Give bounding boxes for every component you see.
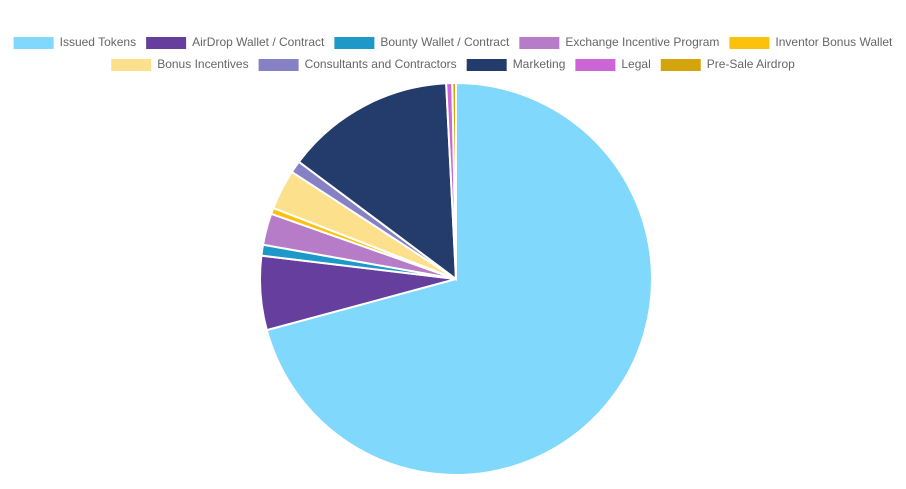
legend-swatch [334, 37, 375, 49]
legend-swatch [466, 59, 507, 71]
legend-item[interactable]: Bounty Wallet / Contract [334, 35, 510, 49]
pie-slice [297, 82, 458, 282]
legend-swatch [660, 59, 701, 71]
legend-swatch [575, 59, 616, 71]
legend-item[interactable]: Consultants and Contractors [258, 57, 457, 71]
pie-slice [451, 81, 457, 280]
legend-label: Issued Tokens [60, 35, 137, 49]
legend-item[interactable]: Marketing [466, 57, 566, 71]
legend-label: Bounty Wallet / Contract [380, 35, 510, 49]
legend-swatch [146, 37, 187, 49]
legend-label: Pre-Sale Airdrop [707, 57, 795, 71]
legend-label: Marketing [513, 57, 566, 71]
legend-item[interactable]: AirDrop Wallet / Contract [146, 35, 325, 49]
legend-item[interactable]: Legal [575, 57, 651, 71]
legend-swatch [519, 37, 560, 49]
pie-slice [265, 81, 653, 476]
legend-label: AirDrop Wallet / Contract [192, 35, 325, 49]
legend-item[interactable]: Bonus Incentives [111, 57, 249, 71]
legend-item[interactable]: Issued Tokens [13, 35, 137, 49]
legend-label: Bonus Incentives [157, 57, 248, 71]
legend-item[interactable]: Pre-Sale Airdrop [660, 57, 795, 71]
legend-label: Exchange Incentive Program [565, 35, 719, 49]
legend-label: Inventor Bonus Wallet [775, 35, 893, 49]
legend-item[interactable]: Exchange Incentive Program [519, 35, 719, 49]
legend-swatch [258, 59, 299, 71]
legend-swatch [111, 59, 152, 71]
legend-swatch [729, 37, 770, 49]
legend-item[interactable]: Inventor Bonus Wallet [729, 35, 893, 49]
legend-swatch [13, 37, 54, 49]
legend-label: Consultants and Contractors [305, 57, 457, 71]
legend-label: Legal [621, 57, 650, 71]
